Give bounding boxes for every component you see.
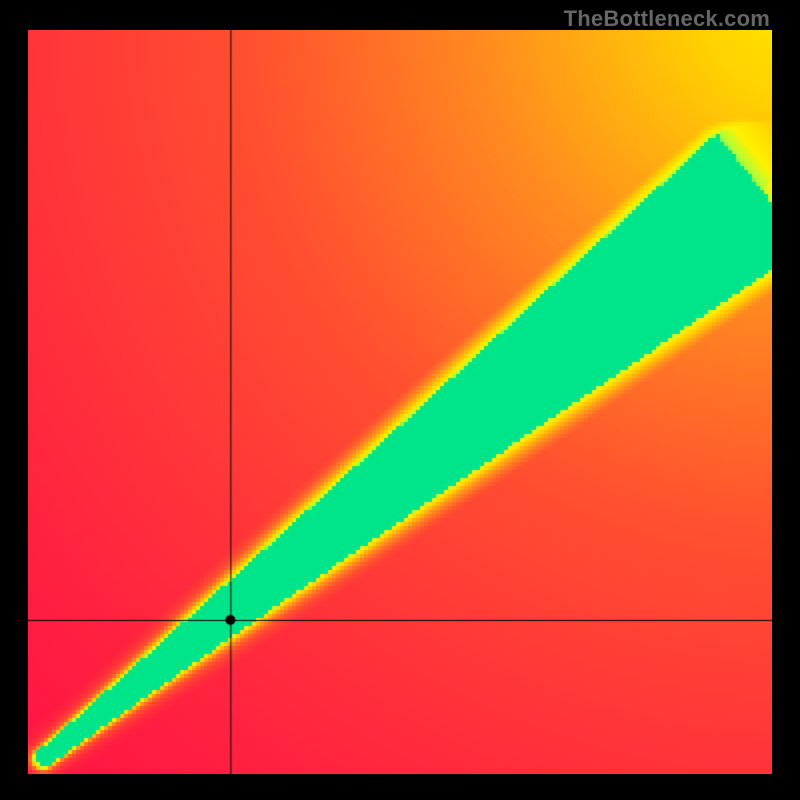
- chart-container: TheBottleneck.com: [0, 0, 800, 800]
- watermark-text: TheBottleneck.com: [564, 6, 770, 32]
- bottleneck-heatmap: [28, 30, 772, 774]
